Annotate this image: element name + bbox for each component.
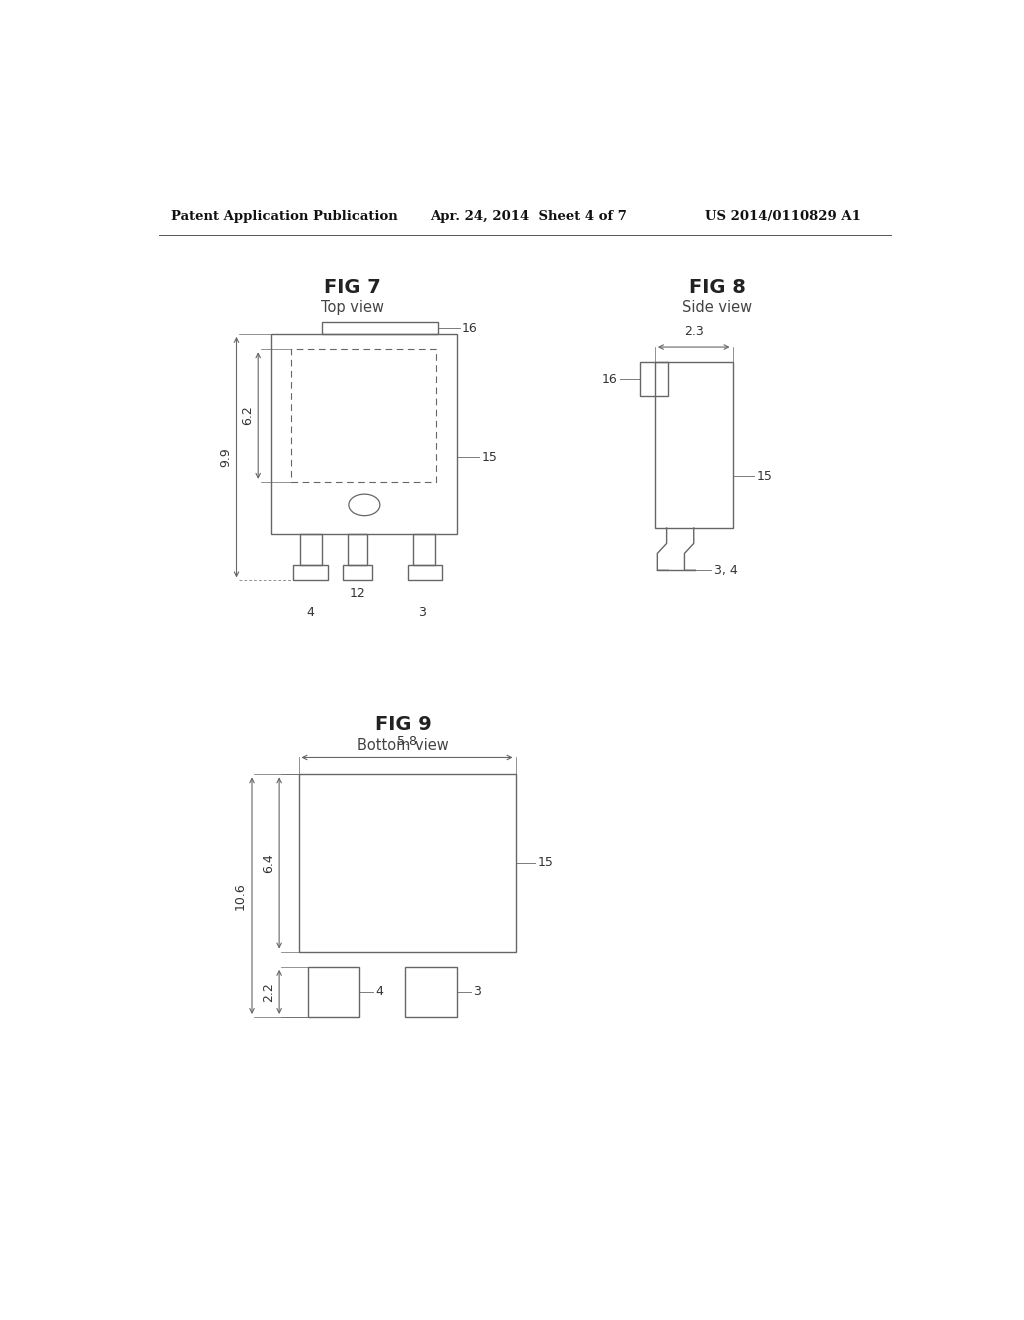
Bar — [271, 334, 458, 535]
Text: 2.3: 2.3 — [684, 325, 703, 338]
Text: Patent Application Publication: Patent Application Publication — [171, 210, 397, 223]
Bar — [414, 535, 435, 565]
Text: 16: 16 — [602, 372, 617, 385]
Bar — [291, 350, 436, 482]
Text: 15: 15 — [538, 857, 553, 870]
Text: 4: 4 — [375, 986, 383, 998]
Text: FIG 8: FIG 8 — [688, 279, 745, 297]
Bar — [343, 565, 372, 581]
Bar — [406, 966, 457, 1016]
Text: 3: 3 — [419, 606, 426, 619]
Bar — [348, 535, 367, 565]
Bar — [408, 565, 442, 581]
Text: 5.8: 5.8 — [397, 735, 417, 748]
Text: Apr. 24, 2014  Sheet 4 of 7: Apr. 24, 2014 Sheet 4 of 7 — [430, 210, 627, 223]
Text: 6.4: 6.4 — [262, 853, 274, 873]
Bar — [308, 966, 359, 1016]
Text: FIG 9: FIG 9 — [375, 715, 431, 734]
Text: 6.2: 6.2 — [241, 405, 254, 425]
Text: 2.2: 2.2 — [262, 982, 274, 1002]
Text: 15: 15 — [481, 450, 498, 463]
Bar — [640, 363, 669, 396]
Bar — [299, 775, 515, 952]
Text: Side view: Side view — [682, 300, 752, 315]
Text: 3: 3 — [473, 986, 480, 998]
Bar — [300, 535, 322, 565]
Text: FIG 7: FIG 7 — [325, 279, 381, 297]
Text: US 2014/0110829 A1: US 2014/0110829 A1 — [706, 210, 861, 223]
Text: 10.6: 10.6 — [233, 882, 247, 909]
Text: 3, 4: 3, 4 — [714, 564, 737, 577]
Text: Bottom view: Bottom view — [357, 738, 449, 752]
Bar — [655, 363, 732, 528]
Text: 12: 12 — [349, 587, 366, 601]
Bar — [322, 322, 438, 334]
Text: Top view: Top view — [322, 300, 384, 315]
Text: 15: 15 — [757, 470, 772, 483]
Text: 9.9: 9.9 — [219, 447, 232, 467]
Bar — [293, 565, 328, 581]
Text: 4: 4 — [306, 606, 314, 619]
Text: 16: 16 — [462, 322, 478, 335]
